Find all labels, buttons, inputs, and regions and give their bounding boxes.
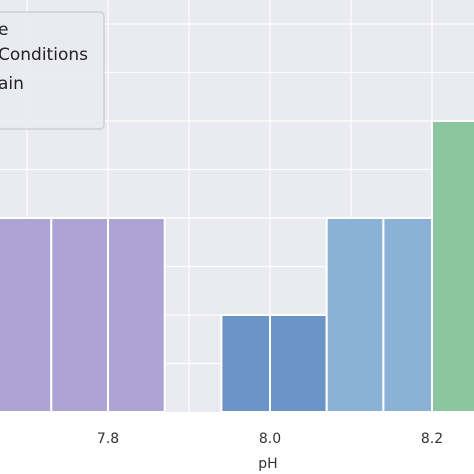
legend-entry-3: ain xyxy=(0,74,24,94)
bars xyxy=(0,120,474,413)
x-axis-ticks: 7.8 8.0 8.2 xyxy=(97,431,443,447)
histogram-bar-3 xyxy=(50,217,109,413)
x-tick-label: 8.2 xyxy=(421,431,443,447)
histogram-bar-4 xyxy=(107,217,166,413)
legend[interactable]: e Conditions ain xyxy=(0,11,105,130)
x-tick-label: 7.8 xyxy=(97,431,119,447)
histogram-bar-9 xyxy=(431,120,474,413)
histogram-bar-8 xyxy=(382,217,433,413)
x-tick-label: 8.0 xyxy=(259,431,281,447)
legend-entry-1: e xyxy=(0,20,8,40)
histogram-bar-6 xyxy=(269,314,328,413)
histogram-bar-2 xyxy=(0,217,53,413)
x-axis-label: pH xyxy=(258,456,277,472)
histogram-bar-7 xyxy=(325,217,385,413)
legend-entry-2: Conditions xyxy=(0,45,88,65)
histogram-bar-5 xyxy=(220,314,271,413)
legend-box xyxy=(0,11,105,130)
